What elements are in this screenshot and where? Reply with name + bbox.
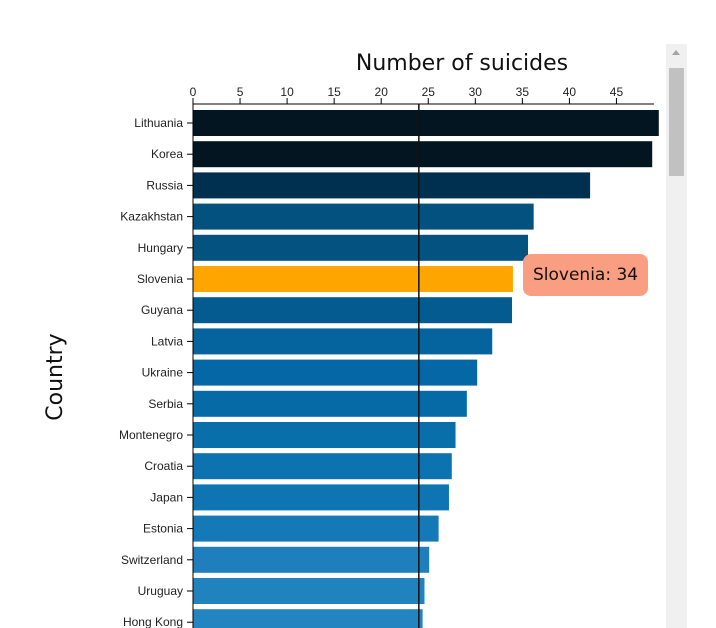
bar-slovenia[interactable] <box>193 266 513 292</box>
x-tick-label: 15 <box>327 85 341 99</box>
bar-hungary[interactable] <box>193 234 528 261</box>
bar-russia[interactable] <box>193 172 591 199</box>
y-tick-label: Guyana <box>141 303 183 317</box>
x-tick-label: 45 <box>610 85 624 99</box>
chart-svg: Number of suicides Country 0 5 10 15 20 25 30 3… <box>43 51 659 628</box>
bar-serbia[interactable] <box>193 390 467 417</box>
y-tick-label: Uruguay <box>138 584 183 598</box>
bar-switzerland[interactable] <box>193 546 430 573</box>
y-axis-title: Country <box>43 333 68 420</box>
y-tick-label: Japan <box>150 490 183 504</box>
y-tick-label: Switzerland <box>121 553 183 567</box>
x-tick-label: 5 <box>237 85 244 99</box>
bar-guyana[interactable] <box>193 297 512 324</box>
bar-korea[interactable] <box>193 141 653 168</box>
bar-chart: Number of suicides Country 0 5 10 15 20 25 30 3… <box>43 51 659 628</box>
y-tick-label: Latvia <box>151 334 183 348</box>
y-tick-label: Ukraine <box>142 366 184 380</box>
x-axis-title: Number of suicides <box>356 51 568 76</box>
bar-estonia[interactable] <box>193 515 439 542</box>
vertical-scrollbar[interactable] <box>666 44 687 628</box>
bar-tooltip: Slovenia: 34 <box>523 254 649 296</box>
bar-uruguay[interactable] <box>193 578 425 604</box>
y-tick-label: Montenegro <box>119 428 183 442</box>
bar-kazakhstan[interactable] <box>193 203 534 230</box>
y-tick-label: Hong Kong <box>123 615 183 628</box>
scroll-up-arrow-icon[interactable] <box>672 50 680 55</box>
bar-montenegro[interactable] <box>193 422 456 448</box>
y-tick-label: Korea <box>151 147 183 161</box>
x-tick-label: 40 <box>563 85 577 99</box>
y-tick-label: Kazakhstan <box>120 210 183 224</box>
x-tick-label: 10 <box>280 85 294 99</box>
x-tick-label: 25 <box>422 85 436 99</box>
y-tick-label: Hungary <box>138 241 183 255</box>
x-tick-label: 35 <box>516 85 530 99</box>
y-tick-label: Russia <box>146 178 183 192</box>
x-tick-label: 30 <box>469 85 483 99</box>
bar-ukraine[interactable] <box>193 359 478 386</box>
y-tick-label: Lithuania <box>134 116 183 130</box>
bars <box>193 110 659 628</box>
y-tick-label: Estonia <box>143 522 183 536</box>
bar-japan[interactable] <box>193 484 449 511</box>
bar-latvia[interactable] <box>193 328 493 355</box>
y-tick-label: Serbia <box>148 397 183 411</box>
x-tick-label: 0 <box>190 85 197 99</box>
y-tick-label: Croatia <box>144 459 183 473</box>
x-axis: 0 5 10 15 20 25 30 35 40 45 <box>190 85 655 105</box>
scroll-thumb[interactable] <box>669 68 684 176</box>
x-tick-label: 20 <box>375 85 389 99</box>
y-tick-label: Slovenia <box>137 272 183 286</box>
bar-lithuania[interactable] <box>193 110 659 136</box>
bar-croatia[interactable] <box>193 453 452 480</box>
y-axis: Lithuania Korea Russia Kazakhstan Hungary Slo… <box>119 104 194 628</box>
bar-hong-kong[interactable] <box>193 609 423 628</box>
